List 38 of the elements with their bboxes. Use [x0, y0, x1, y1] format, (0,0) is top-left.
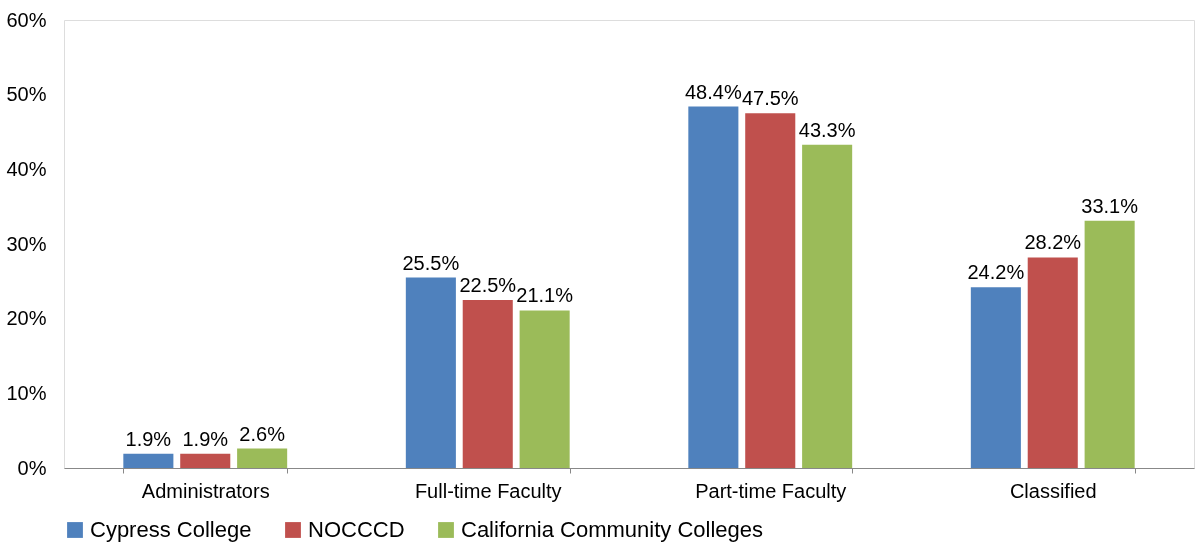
y-tick-label: 10% [6, 381, 47, 404]
bar [180, 453, 231, 468]
bar [688, 106, 739, 468]
bar [745, 113, 796, 468]
legend-label: NOCCCD [308, 517, 405, 542]
y-tick-label: 50% [6, 83, 47, 106]
y-tick-label: 60% [6, 8, 47, 31]
bar [1027, 257, 1078, 468]
y-tick-label: 20% [6, 307, 47, 330]
data-label: 28.2% [1024, 231, 1082, 254]
bar [519, 310, 570, 468]
data-label: 47.5% [741, 87, 799, 110]
bar [970, 287, 1021, 468]
x-tick-label: Administrators [141, 479, 270, 502]
bar [462, 300, 513, 468]
data-label: 25.5% [402, 251, 460, 274]
legend-label: Cypress College [90, 517, 252, 542]
y-tick-label: 30% [6, 232, 47, 255]
legend-label: California Community Colleges [461, 517, 764, 542]
bar [237, 448, 288, 468]
x-tick-label: Full-time Faculty [414, 479, 562, 502]
bar [802, 144, 853, 468]
y-tick-label: 0% [17, 456, 47, 479]
data-label: 2.6% [239, 422, 286, 445]
bar [123, 453, 174, 468]
data-label: 48.4% [685, 80, 742, 103]
y-tick-label: 40% [6, 157, 47, 180]
data-label: 33.1% [1081, 194, 1139, 217]
x-tick-label: Classified [1009, 479, 1097, 502]
data-label: 22.5% [459, 274, 517, 296]
data-label: 1.9% [182, 427, 229, 450]
x-tick-label: Part-time Faculty [695, 479, 847, 502]
data-label: 43.3% [798, 118, 856, 141]
data-label: 21.1% [516, 284, 574, 307]
bar [1084, 220, 1135, 468]
data-label: 1.9% [125, 427, 172, 450]
bar [405, 277, 456, 468]
data-label: 24.2% [967, 261, 1025, 284]
